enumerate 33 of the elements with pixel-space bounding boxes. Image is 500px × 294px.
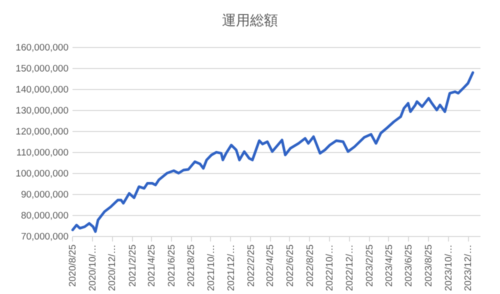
x-tick-label: 2021/6/25 <box>166 244 178 287</box>
x-tick-label: 2023/12/… <box>463 244 474 291</box>
x-tick-label: 2023/2/25 <box>364 244 376 287</box>
y-tick-label: 150,000,000 <box>16 64 68 74</box>
y-tick-label: 100,000,000 <box>16 168 68 180</box>
x-tick-label: 2022/8/25 <box>304 244 316 287</box>
x-tick-label: 2020/12/… <box>107 244 118 291</box>
x-tick-label: 2021/10/… <box>206 244 217 291</box>
x-tick-label: 2023/10/… <box>443 244 454 291</box>
y-tick-label: 120,000,000 <box>16 126 68 138</box>
x-tick-label: 2022/4/25 <box>265 244 276 287</box>
x-tick-label: 2021/2/25 <box>127 244 138 287</box>
x-tick-label: 2022/10/… <box>324 244 336 291</box>
y-tick-label: 90,000,000 <box>20 190 68 200</box>
x-tick-label: 2021/8/25 <box>186 244 198 287</box>
x-tick-label: 2022/2/25 <box>246 244 257 287</box>
x-tick-label: 2023/8/25 <box>423 244 434 287</box>
y-tick-label: 80,000,000 <box>20 210 68 222</box>
x-tick-label: 2023/6/25 <box>404 244 415 287</box>
line-series <box>71 71 474 233</box>
x-tick-label: 2021/4/25 <box>146 244 158 287</box>
y-tick-label: 130,000,000 <box>16 106 68 116</box>
chart-title: 運用総額 <box>222 12 278 28</box>
x-tick-label: 2020/10/… <box>87 244 98 291</box>
y-tick-label: 70,000,000 <box>20 232 68 242</box>
y-tick-label: 140,000,000 <box>16 84 68 96</box>
x-tick-label: 2022/12/… <box>344 244 356 291</box>
x-tick-label: 2022/6/25 <box>284 244 296 287</box>
y-tick-label: 160,000,000 <box>16 42 68 54</box>
x-tick-label: 2023/4/25 <box>384 244 395 287</box>
y-tick-label: 110,000,000 <box>16 148 68 158</box>
x-tick-label: 2020/8/25 <box>68 244 78 287</box>
x-tick-label: 2021/12/… <box>226 244 237 291</box>
